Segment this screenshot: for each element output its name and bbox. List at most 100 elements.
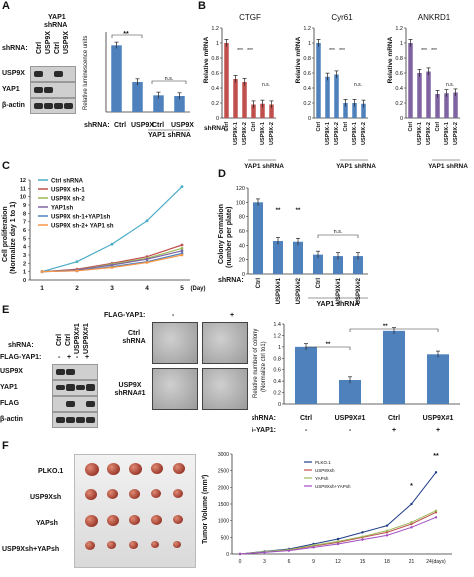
panel-a-x1: Ctrl bbox=[114, 122, 127, 129]
x-tick-label: USP9X-2 bbox=[269, 122, 275, 145]
x-tick-label: 6 bbox=[288, 559, 291, 565]
x-tick-label: USP9X#2 bbox=[356, 277, 362, 304]
bar bbox=[352, 103, 357, 118]
data-point bbox=[434, 516, 438, 519]
y-tick-label: 6 bbox=[23, 228, 26, 234]
bar bbox=[435, 94, 440, 118]
sig-marker: ** bbox=[123, 31, 129, 38]
y-tick-label: 2 bbox=[23, 261, 26, 267]
sig-marker: ** bbox=[326, 342, 331, 348]
legend-label: YAP1sh bbox=[51, 206, 73, 212]
panel-d-ylabel: Colony Formation bbox=[218, 204, 225, 264]
y-tick-label: 3000 bbox=[218, 452, 229, 458]
panel-label-e: E bbox=[2, 304, 10, 316]
tumor bbox=[129, 515, 140, 525]
data-point bbox=[410, 526, 413, 529]
bar bbox=[316, 43, 321, 118]
x-tick-label: 21 bbox=[409, 559, 415, 565]
group-label: YAP1 shRNA bbox=[317, 301, 360, 308]
y-tick-label: 2500 bbox=[218, 469, 229, 475]
e-lane-2: Ctrl bbox=[65, 333, 72, 346]
bar bbox=[224, 43, 229, 118]
e-flag-3: - bbox=[76, 354, 79, 361]
data-point bbox=[385, 529, 389, 532]
panel-a-ylabel: Relative luminescence units bbox=[83, 35, 89, 110]
y-tick-label: 1.2 bbox=[303, 26, 311, 32]
data-point bbox=[75, 269, 79, 273]
panel-a-x2: USP9X bbox=[131, 122, 154, 129]
tumor bbox=[173, 515, 183, 524]
y-tick-label: 0 bbox=[308, 116, 311, 122]
data-point bbox=[434, 511, 438, 514]
band-label-yap1: YAP1 bbox=[2, 86, 20, 93]
data-point bbox=[434, 471, 438, 474]
chart-title: ANKRD1 bbox=[418, 13, 451, 22]
x-tick-label: 0 bbox=[239, 559, 242, 565]
f-row-usp9x: USP9Xsh bbox=[30, 494, 62, 501]
data-point bbox=[336, 542, 340, 546]
panel-f-svg: 0 500 1000 1500 2000 2500 3000 0 3 6 9 12 15 18 21 24(d… bbox=[218, 452, 452, 565]
panel-c-ylabel2: (Normalize day 1 to 1) bbox=[10, 201, 17, 274]
data-point bbox=[145, 219, 149, 223]
bar bbox=[361, 103, 366, 118]
panel-label-a: A bbox=[2, 0, 10, 12]
bar bbox=[242, 82, 247, 118]
panel-e-micrographs: FLAG-YAP1: - + Ctrl shRNA USP9X shRNA#1 bbox=[100, 312, 250, 432]
ns-marker: n.s. bbox=[446, 82, 454, 88]
y-tick-label: 1000 bbox=[218, 519, 229, 525]
blot-shrna-label: shRNA: bbox=[2, 45, 28, 52]
x-tick-label: USP9X#1 bbox=[423, 415, 454, 422]
bar bbox=[353, 256, 363, 274]
y-tick-label: 8 bbox=[23, 211, 26, 217]
f-row-combo: USP9Xsh+YAPsh bbox=[2, 546, 60, 553]
data-point bbox=[312, 544, 315, 547]
y-tick-label: 1 bbox=[23, 270, 26, 276]
micrograph-ctrl-minus bbox=[152, 322, 198, 364]
e-lane-4: USP9X#1 bbox=[83, 323, 90, 354]
sig-marker: ** bbox=[296, 208, 301, 214]
sig-marker: ** bbox=[433, 453, 439, 460]
e-band-flag: FLAG bbox=[0, 400, 20, 407]
bar bbox=[343, 103, 348, 118]
bar bbox=[383, 330, 405, 404]
legend-label: USP9Xsh bbox=[315, 468, 335, 473]
tumor bbox=[129, 463, 142, 475]
e-lane-1: Ctrl bbox=[56, 333, 63, 346]
e-band-actin: β-actin bbox=[0, 416, 23, 423]
data-point bbox=[180, 185, 184, 189]
data-point bbox=[263, 551, 266, 554]
y-tick-label: 60 bbox=[239, 229, 245, 235]
panel-a-yap1-shrna: YAP1 shRNA bbox=[148, 132, 191, 139]
bar bbox=[453, 92, 458, 118]
panel-f-chart: Tumor Volume (mm³) 0 500 1000 1500 2000 2500 3… bbox=[200, 444, 474, 572]
data-point bbox=[40, 270, 44, 274]
panel-a-svg: ** n.s. bbox=[105, 31, 190, 131]
band-label-usp9x: USP9X bbox=[2, 70, 25, 77]
y-tick-label: 0.4 bbox=[395, 86, 403, 92]
blot-lane-1: Ctrl bbox=[36, 41, 43, 54]
legend-label: Ctrl shRNA bbox=[51, 179, 84, 185]
panel-e-blot: shRNA: FLAG-YAP1: Ctrl Ctrl USP9X#1 USP9… bbox=[0, 312, 100, 432]
x-tick-label: USP9X#1 bbox=[336, 277, 342, 304]
data-point bbox=[434, 509, 438, 512]
bar bbox=[293, 241, 303, 274]
x-tick-label: USP9X#1 bbox=[276, 277, 282, 304]
y-tick-label: 120 bbox=[236, 186, 245, 192]
y-tick-label: 0.8 bbox=[303, 56, 311, 62]
tumor bbox=[85, 515, 98, 527]
flag-sign: + bbox=[436, 427, 440, 434]
panel-c-ylabel: Cell proliferation bbox=[2, 206, 9, 262]
x-axis-suffix: (Day) bbox=[190, 286, 205, 292]
f-row-yap: YAPsh bbox=[36, 520, 58, 527]
bar bbox=[333, 256, 343, 274]
x-tick-label: 24(days) bbox=[426, 559, 446, 565]
x-tick-label: USP9X-1 bbox=[260, 122, 266, 145]
x-tick-label: USP9X-2 bbox=[453, 122, 459, 145]
panel-label-d: D bbox=[218, 168, 226, 180]
x-tick-label: Ctrl bbox=[435, 122, 441, 132]
x-tick-label: Ctrl bbox=[251, 122, 257, 132]
bar bbox=[339, 380, 361, 404]
tumor bbox=[173, 489, 183, 498]
series-line bbox=[239, 510, 437, 555]
